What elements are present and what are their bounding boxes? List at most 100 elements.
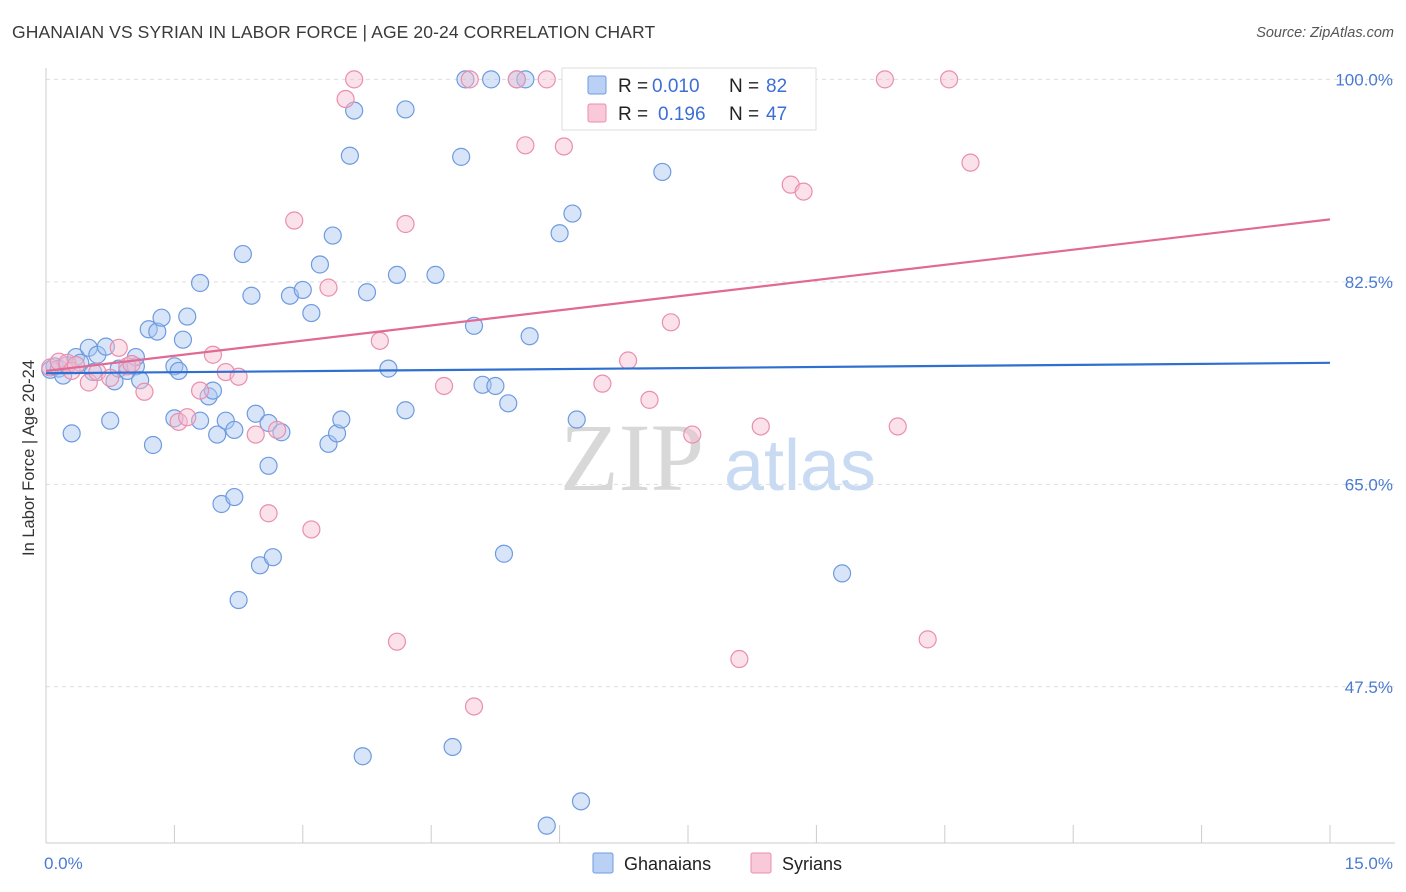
ghanaian-point — [452, 147, 471, 166]
legend-n-value-ghanaians: 82 — [766, 76, 787, 97]
legend-r-value-ghanaians: 0.010 — [652, 76, 700, 97]
ghanaian-point — [340, 146, 359, 165]
ghanaian-point — [832, 564, 852, 583]
tick-labels: 47.5% 65.0% 82.5% 100.0% 0.0% 15.0% — [44, 70, 1393, 873]
syrian-point — [507, 70, 526, 89]
syrian-point — [259, 504, 278, 523]
ghanaian-point — [563, 204, 582, 223]
trend-lines — [45, 218, 1331, 375]
bottom-legend-swatch-ghanaians — [592, 852, 614, 874]
syrian-point — [302, 520, 321, 539]
watermark: ZIP atlas — [560, 404, 876, 511]
legend-r-value-syrians: 0.196 — [658, 104, 706, 125]
syrian-point — [918, 630, 937, 649]
syrian-point — [246, 425, 265, 444]
watermark-zip: ZIP — [560, 404, 704, 511]
stats-legend: R = 0.010 N = 82 R = 0.196 N = 47 — [561, 67, 817, 131]
syrian-point — [640, 390, 659, 409]
ghanaian-point — [357, 283, 377, 302]
ghanaian-point — [250, 556, 270, 575]
ghanaian-point — [259, 456, 278, 475]
ghanaian-point — [332, 410, 351, 429]
ghanaian-point — [208, 425, 227, 444]
ghanaian-point — [242, 286, 261, 305]
ghanaian-point — [473, 375, 492, 394]
legend-r-label-syrians: R = — [618, 104, 648, 125]
syrian-point — [370, 331, 389, 350]
ghanaian-point — [482, 70, 501, 89]
y-tick-label: 65.0% — [1345, 475, 1393, 494]
trend-line-ghanaians — [45, 361, 1331, 375]
series-ghanaians-points — [41, 70, 852, 835]
ghanaian-point — [653, 162, 672, 182]
syrian-point — [794, 182, 813, 201]
ghanaian-point — [396, 100, 415, 119]
legend-n-label-syrians: N = — [729, 104, 759, 125]
ghanaian-point — [486, 376, 505, 396]
syrian-point — [66, 356, 86, 375]
ghanaian-point — [263, 548, 282, 567]
ghanaian-point — [379, 359, 398, 378]
syrian-point — [268, 420, 287, 440]
source-label: Source: ZipAtlas.com — [1256, 25, 1394, 41]
bottom-legend-label-ghanaians: Ghanaians — [624, 854, 711, 874]
ghanaian-point — [190, 273, 210, 293]
bottom-legend-swatch-syrians — [750, 852, 772, 874]
syrian-point — [730, 649, 749, 669]
ghanaian-point — [302, 303, 321, 323]
ghanaian-point — [571, 792, 591, 811]
chart-title: GHANAIAN VS SYRIAN IN LABOR FORCE | AGE … — [12, 22, 656, 42]
ghanaian-point — [396, 401, 415, 420]
syrian-point — [888, 417, 907, 436]
syrian-point — [460, 70, 479, 89]
ghanaian-point — [143, 435, 163, 455]
ghanaian-point — [310, 255, 330, 274]
syrian-point — [464, 697, 484, 716]
syrian-point — [178, 408, 197, 427]
syrian-point — [336, 89, 355, 109]
legend-n-label-ghanaians: N = — [729, 76, 759, 97]
ghanaian-point — [323, 226, 342, 245]
series-syrians-points — [41, 70, 980, 716]
syrian-point — [135, 382, 154, 401]
y-tick-label: 47.5% — [1345, 678, 1393, 697]
ghanaian-point — [494, 544, 514, 563]
ghanaian-point — [62, 424, 81, 443]
ghanaian-point — [246, 404, 265, 423]
legend-swatch-syrians — [587, 103, 607, 123]
ghanaian-point — [443, 737, 462, 757]
ghanaian-point — [101, 411, 120, 430]
x-tick-label: 15.0% — [1345, 854, 1393, 873]
ghanaian-point — [229, 590, 248, 610]
ghanaian-point — [327, 424, 347, 443]
ghanaian-point — [148, 322, 167, 341]
syrian-point — [396, 214, 415, 234]
trend-line-syrians — [45, 218, 1331, 373]
bottom-legend-label-syrians: Syrians — [782, 854, 842, 874]
ghanaian-point — [173, 330, 193, 349]
bottom-legend: Ghanaians Syrians — [592, 852, 842, 874]
syrian-point — [961, 153, 980, 172]
axes — [45, 68, 1395, 844]
syrian-point — [285, 211, 304, 230]
syrian-point — [345, 70, 364, 89]
ghanaian-point — [152, 308, 171, 327]
watermark-atlas: atlas — [724, 426, 876, 506]
ghanaian-point — [456, 70, 475, 89]
ghanaian-point — [537, 816, 556, 835]
ghanaian-point — [203, 381, 223, 400]
legend-n-value-syrians: 47 — [766, 104, 787, 125]
syrian-point — [169, 412, 188, 431]
y-tick-label: 100.0% — [1335, 70, 1393, 89]
ghanaian-point — [567, 410, 586, 429]
x-tick-label: 0.0% — [44, 854, 83, 873]
syrian-point — [661, 313, 680, 332]
syrian-point — [190, 381, 210, 400]
syrian-point — [939, 70, 959, 89]
ghanaian-point — [178, 307, 197, 326]
syrian-point — [434, 376, 454, 396]
syrian-point — [537, 70, 556, 89]
syrian-point — [122, 354, 141, 374]
ghanaian-point — [169, 361, 188, 381]
